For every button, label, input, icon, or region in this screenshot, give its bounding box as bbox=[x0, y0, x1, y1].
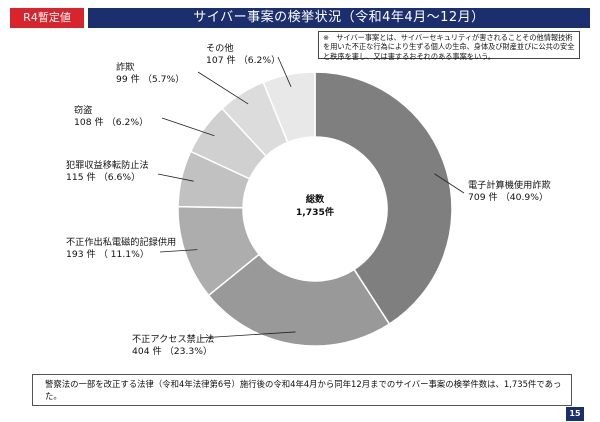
slice-label-2: 不正アクセス禁止法 bbox=[132, 333, 214, 345]
slice-label-5: 窃盗 bbox=[74, 104, 92, 116]
slice-value-5: 108 件 （6.2%） bbox=[74, 116, 148, 128]
slice-value-3: 193 件 （ 11.1%） bbox=[66, 248, 149, 260]
summary-box: 警察法の一部を改正する法律（令和4年法律第6号）施行後の令和4年4月から同年12… bbox=[32, 374, 572, 406]
leader-line-2 bbox=[199, 331, 296, 339]
slice-value-6: 99 件 （5.7%） bbox=[116, 73, 184, 85]
center-label: 総数 bbox=[306, 193, 325, 205]
provisional-tag: R4暫定値 bbox=[10, 8, 84, 28]
slice-1 bbox=[314, 71, 453, 326]
leader-line-7 bbox=[277, 56, 292, 87]
slice-value-1: 709 件 （40.9%） bbox=[468, 191, 548, 203]
leader-line-5 bbox=[161, 117, 215, 137]
slice-label-6: 詐欺 bbox=[116, 61, 134, 73]
slice-label-4: 犯罪収益移転防止法 bbox=[66, 159, 149, 171]
leader-line-1 bbox=[434, 173, 465, 194]
leader-line-3 bbox=[159, 249, 198, 253]
slice-label-1: 電子計算機使用詐欺 bbox=[468, 179, 551, 191]
slice-2 bbox=[207, 253, 391, 347]
leader-line-4 bbox=[157, 173, 194, 182]
slice-7 bbox=[262, 71, 316, 144]
slice-label-7: その他 bbox=[206, 42, 234, 54]
page-title: サイバー事案の検挙状況（令和4年4月～12月） bbox=[88, 8, 590, 28]
center-total: 1,735件 bbox=[296, 206, 334, 218]
definition-note: ※ サイバー事案とは、サイバーセキュリティが害されることその他情報技術を用いた不… bbox=[318, 31, 580, 61]
page-number: 15 bbox=[566, 407, 584, 421]
slice-label-3: 不正作出私電磁的記録供用 bbox=[66, 236, 176, 248]
slice-value-2: 404 件 （23.3%） bbox=[132, 345, 212, 357]
slice-value-7: 107 件 （6.2%） bbox=[206, 54, 280, 66]
leader-line-6 bbox=[197, 71, 249, 105]
slice-value-4: 115 件 （6.6%） bbox=[66, 171, 140, 183]
